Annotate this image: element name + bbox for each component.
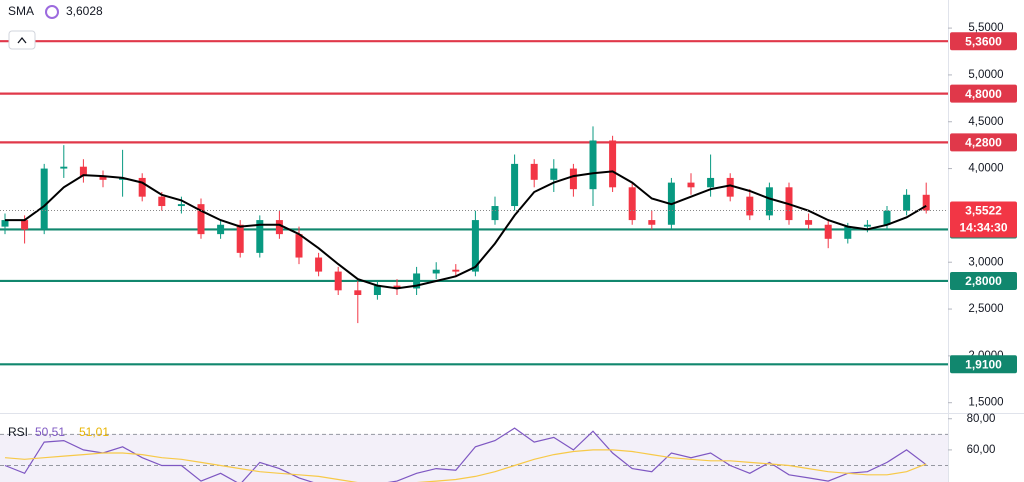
candle-body: [863, 224, 871, 227]
y-tick-label: 2,5000: [968, 303, 1003, 315]
y-tick-label: 5,0000: [968, 69, 1003, 81]
level-label-box: [950, 355, 1017, 374]
candle-body: [550, 168, 558, 180]
last-price-box: [950, 201, 1017, 238]
candle-body: [99, 176, 107, 180]
candle-body: [648, 220, 656, 225]
candle-body: [609, 140, 617, 188]
candle-body: [295, 234, 303, 258]
candle-body: [511, 163, 519, 207]
candle-body: [60, 166, 68, 169]
legend: SMA 3,6028: [8, 4, 103, 50]
candle-body: [177, 204, 185, 207]
candle-body: [491, 206, 499, 221]
candle-body: [413, 273, 421, 289]
candle-body: [217, 224, 225, 235]
rsi-ma-value: 51,01: [79, 425, 109, 439]
candle-body: [922, 194, 930, 211]
candle-body: [256, 220, 264, 253]
candle-body: [236, 224, 244, 253]
candle-body: [393, 285, 401, 289]
y-tick-label: 4,5000: [968, 116, 1003, 128]
rsi-band-fill: [0, 434, 948, 482]
indicator-value: 3,6028: [66, 4, 103, 18]
candle-body: [275, 220, 283, 235]
candle-body: [158, 196, 166, 207]
rsi-value: 50,51: [35, 425, 65, 439]
candle-body: [765, 187, 773, 216]
indicator-name: SMA: [8, 4, 34, 18]
candle-body: [707, 177, 715, 188]
candle-body: [315, 257, 323, 272]
candle-body: [79, 166, 87, 177]
candle-body: [40, 168, 48, 230]
y-tick-label: 5,5000: [968, 22, 1003, 34]
candle-body: [432, 269, 440, 274]
rsi-title: RSI: [8, 425, 28, 439]
y-tick-label: 3,0000: [968, 256, 1003, 268]
rsi-pane: [0, 427, 948, 482]
level-label-box: [950, 84, 1017, 103]
price-axis: 5,50005,00004,50004,00003,00002,50002,00…: [948, 22, 1017, 456]
last-price-label: 3,5522: [965, 204, 1002, 218]
candle-body: [1, 220, 9, 227]
candle-body: [138, 177, 146, 197]
candle-body: [805, 220, 813, 225]
indicator-icon: [45, 5, 59, 19]
y-tick-label: 80,00: [967, 413, 996, 425]
candle-body: [569, 168, 577, 190]
level-label-box: [950, 271, 1017, 290]
level-label: 5,3600: [965, 34, 1002, 48]
candle-body: [452, 269, 460, 272]
collapse-button[interactable]: [8, 30, 36, 50]
level-label-box: [950, 133, 1017, 152]
price-pane: [0, 40, 948, 366]
y-tick-label: 1,5000: [968, 397, 1003, 409]
level-label: 4,8000: [965, 87, 1002, 101]
candle-body: [903, 194, 911, 211]
candle-body: [373, 285, 381, 295]
candle-body: [687, 182, 695, 188]
level-label: 2,8000: [965, 274, 1002, 288]
candle-body: [530, 163, 538, 180]
candle-body: [746, 196, 754, 216]
rsi-line: [4, 449, 927, 482]
level-label: 1,9100: [965, 357, 1002, 371]
candle-body: [844, 226, 852, 239]
rsi-legend: RSI 50,51 51,01: [8, 425, 109, 439]
candle-body: [883, 210, 891, 225]
level-label: 4,2800: [965, 136, 1002, 150]
candle-body: [726, 177, 734, 197]
y-tick-label: 4,0000: [968, 163, 1003, 175]
candle-body: [589, 140, 597, 190]
candle-body: [824, 224, 832, 239]
sma-line: [5, 170, 927, 290]
candle-body: [21, 220, 29, 230]
candle-body: [334, 271, 342, 291]
candle-body: [628, 187, 636, 221]
candle-body: [197, 204, 205, 235]
y-tick-label: 60,00: [967, 444, 996, 456]
collapse-icon: [17, 36, 27, 44]
candle-body: [354, 290, 362, 295]
countdown-label: 14:34:30: [959, 221, 1007, 235]
level-label-box: [950, 32, 1017, 51]
candle-body: [471, 220, 479, 272]
